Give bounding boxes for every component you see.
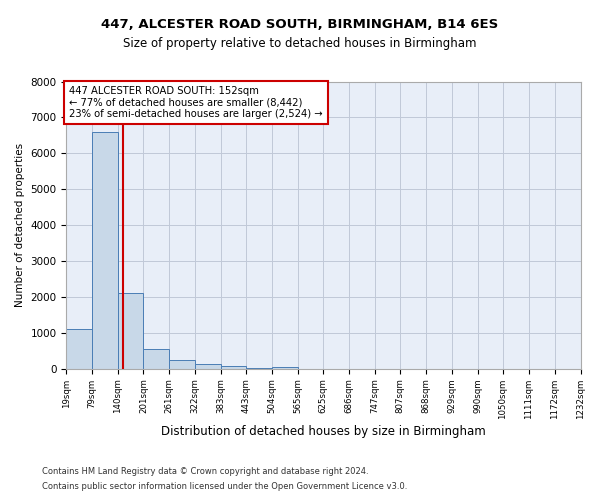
Y-axis label: Number of detached properties: Number of detached properties xyxy=(15,143,25,307)
Bar xyxy=(143,349,169,369)
Bar xyxy=(246,368,272,369)
Bar xyxy=(169,360,195,369)
Text: Contains public sector information licensed under the Open Government Licence v3: Contains public sector information licen… xyxy=(42,482,407,491)
Bar xyxy=(92,132,118,369)
Text: 447, ALCESTER ROAD SOUTH, BIRMINGHAM, B14 6ES: 447, ALCESTER ROAD SOUTH, BIRMINGHAM, B1… xyxy=(101,18,499,30)
X-axis label: Distribution of detached houses by size in Birmingham: Distribution of detached houses by size … xyxy=(161,424,486,438)
Bar xyxy=(67,330,92,369)
Bar xyxy=(221,366,247,369)
Bar xyxy=(272,367,298,369)
Bar xyxy=(195,364,221,369)
Text: 447 ALCESTER ROAD SOUTH: 152sqm
← 77% of detached houses are smaller (8,442)
23%: 447 ALCESTER ROAD SOUTH: 152sqm ← 77% of… xyxy=(69,86,323,119)
Text: Size of property relative to detached houses in Birmingham: Size of property relative to detached ho… xyxy=(123,38,477,51)
Text: Contains HM Land Registry data © Crown copyright and database right 2024.: Contains HM Land Registry data © Crown c… xyxy=(42,467,368,476)
Bar xyxy=(118,294,143,369)
